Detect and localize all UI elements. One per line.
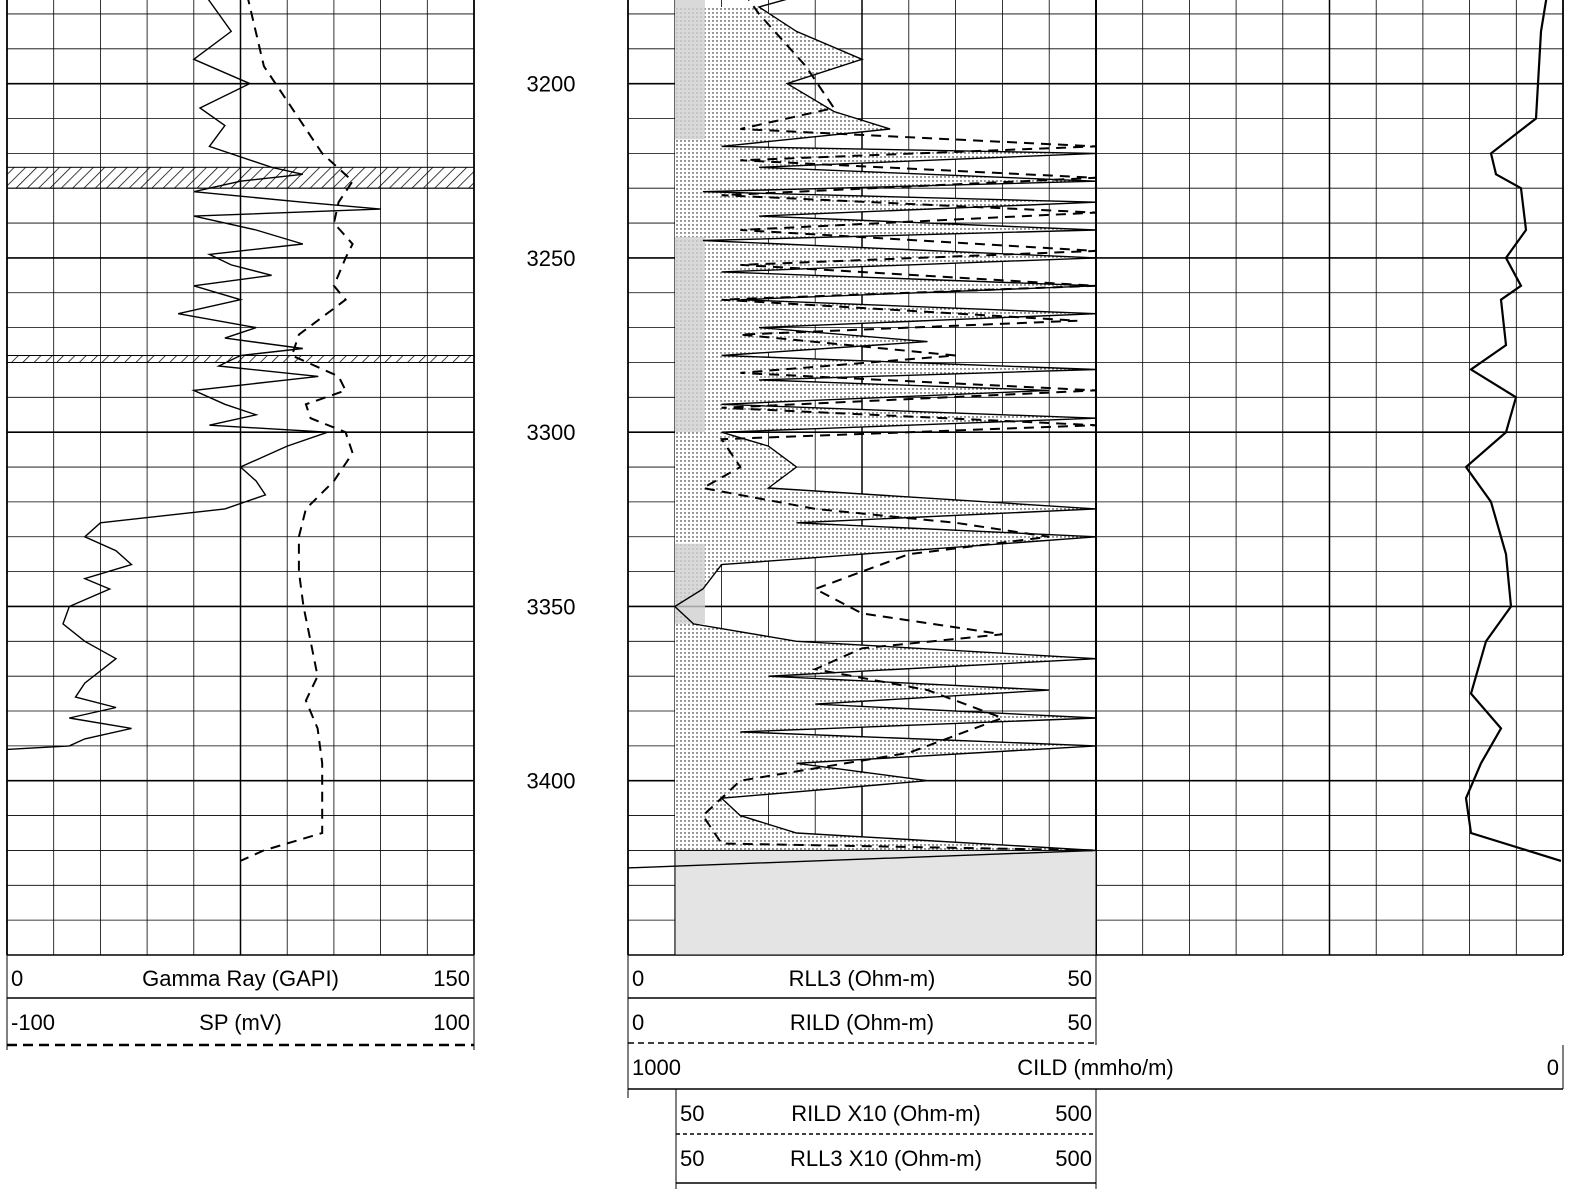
scale-max-label: 100 xyxy=(433,1010,470,1035)
scale-min-label: -100 xyxy=(11,1010,55,1035)
marked-zone-band xyxy=(6,355,475,363)
curve-name-label: RILD X10 (Ohm-m) xyxy=(791,1101,980,1126)
depth-label: 3300 xyxy=(527,420,576,445)
curve-name-label: CILD (mmho/m) xyxy=(1017,1055,1173,1080)
scale-min-label: 50 xyxy=(680,1146,704,1171)
scale-max-label: 500 xyxy=(1055,1101,1092,1126)
rll3-shading xyxy=(628,6,1096,868)
scale-max-label: 500 xyxy=(1055,1146,1092,1171)
curve-name-label: SP (mV) xyxy=(199,1010,282,1035)
grid-layer xyxy=(6,0,1564,956)
shading-layer xyxy=(6,0,1097,956)
scale-min-label: 1000 xyxy=(632,1055,681,1080)
bottom-shaded-zone xyxy=(674,849,1097,956)
cild-curve xyxy=(1464,0,1562,862)
scale-min-label: 0 xyxy=(632,1010,644,1035)
scale-min-label: 0 xyxy=(632,966,644,991)
sp-curve xyxy=(240,0,354,862)
depth-label: 3200 xyxy=(527,72,576,97)
curve-name-label: RLL3 X10 (Ohm-m) xyxy=(790,1146,982,1171)
gamma-ray-curve xyxy=(6,0,381,751)
scale-max-label: 50 xyxy=(1068,1010,1092,1035)
curve-name-label: Gamma Ray (GAPI) xyxy=(142,966,339,991)
low-resistivity-shade xyxy=(675,237,705,433)
curve-headers: 0 Gamma Ray (GAPI) 150-100 SP (mV) 1000 RLL3 … xyxy=(6,955,1564,1189)
curves-layer xyxy=(6,0,1562,869)
depth-label: 3250 xyxy=(527,246,576,271)
curve-name-label: RLL3 (Ohm-m) xyxy=(789,966,936,991)
low-resistivity-shade xyxy=(675,0,705,140)
depth-labels: 3200 3250 3300 3350 3400 xyxy=(527,72,576,794)
scale-max-label: 50 xyxy=(1068,966,1092,991)
scale-max-label: 0 xyxy=(1547,1055,1559,1080)
rll3-curve xyxy=(627,0,1097,869)
depth-label: 3400 xyxy=(527,769,576,794)
curve-name-label: RILD (Ohm-m) xyxy=(790,1010,934,1035)
scale-min-label: 0 xyxy=(11,966,23,991)
rild-curve xyxy=(700,0,1097,852)
low-resistivity-shade xyxy=(675,543,705,624)
marked-zone-band xyxy=(6,166,475,189)
scale-max-label: 150 xyxy=(433,966,470,991)
scale-min-label: 50 xyxy=(680,1101,704,1126)
depth-label: 3350 xyxy=(527,594,576,619)
